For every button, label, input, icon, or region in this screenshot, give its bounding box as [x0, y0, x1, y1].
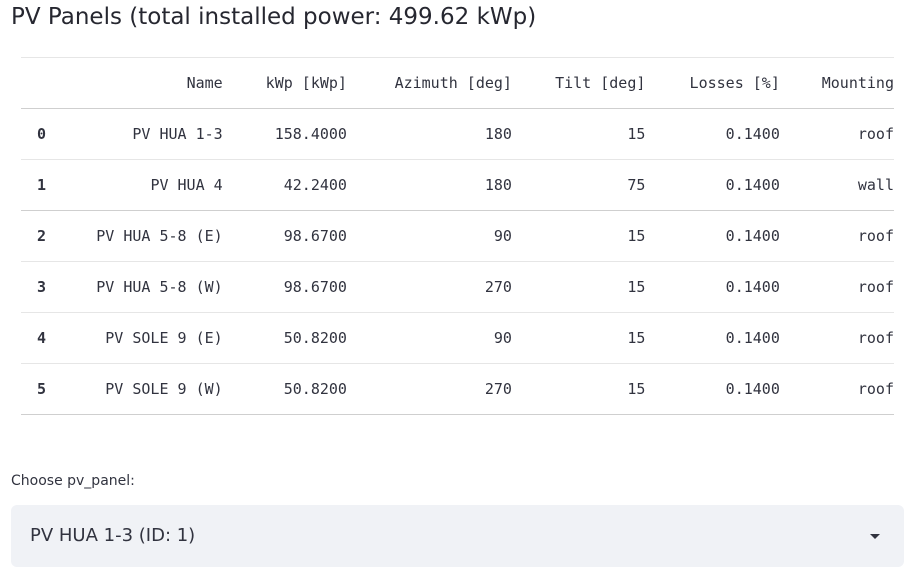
- cell-name: PV HUA 1-3: [66, 109, 223, 160]
- row-index: 5: [21, 364, 66, 415]
- page-title: PV Panels (total installed power: 499.62…: [11, 4, 536, 30]
- cell-losses: 0.1400: [645, 109, 779, 160]
- cell-mounting: wall: [780, 160, 894, 211]
- table-row: 0 PV HUA 1-3 158.4000 180 15 0.1400 roof: [21, 109, 894, 160]
- cell-azimuth: 180: [347, 109, 512, 160]
- table-header-row: Name kWp [kWp] Azimuth [deg] Tilt [deg] …: [21, 58, 894, 109]
- cell-losses: 0.1400: [645, 211, 779, 262]
- column-header-mounting[interactable]: Mounting: [780, 58, 894, 109]
- cell-tilt: 15: [512, 109, 645, 160]
- cell-mounting: roof: [780, 109, 894, 160]
- cell-kwp: 50.8200: [223, 313, 347, 364]
- cell-tilt: 15: [512, 211, 645, 262]
- cell-tilt: 15: [512, 262, 645, 313]
- table-row: 1 PV HUA 4 42.2400 180 75 0.1400 wall: [21, 160, 894, 211]
- table-row: 4 PV SOLE 9 (E) 50.8200 90 15 0.1400 roo…: [21, 313, 894, 364]
- pv-panel-select-value: PV HUA 1-3 (ID: 1): [30, 525, 195, 546]
- cell-kwp: 98.6700: [223, 211, 347, 262]
- table-row: 5 PV SOLE 9 (W) 50.8200 270 15 0.1400 ro…: [21, 364, 894, 415]
- table-row: 2 PV HUA 5-8 (E) 98.6700 90 15 0.1400 ro…: [21, 211, 894, 262]
- pv-panel-select-label: Choose pv_panel:: [11, 473, 135, 489]
- cell-losses: 0.1400: [645, 262, 779, 313]
- cell-azimuth: 180: [347, 160, 512, 211]
- cell-name: PV HUA 5-8 (E): [66, 211, 223, 262]
- table-row: 3 PV HUA 5-8 (W) 98.6700 270 15 0.1400 r…: [21, 262, 894, 313]
- cell-tilt: 15: [512, 313, 645, 364]
- cell-kwp: 98.6700: [223, 262, 347, 313]
- cell-name: PV HUA 4: [66, 160, 223, 211]
- cell-name: PV HUA 5-8 (W): [66, 262, 223, 313]
- cell-azimuth: 270: [347, 262, 512, 313]
- column-header-name[interactable]: Name: [66, 58, 223, 109]
- data-table: Name kWp [kWp] Azimuth [deg] Tilt [deg] …: [21, 57, 894, 415]
- cell-losses: 0.1400: [645, 160, 779, 211]
- column-header-tilt[interactable]: Tilt [deg]: [512, 58, 645, 109]
- cell-name: PV SOLE 9 (E): [66, 313, 223, 364]
- row-index: 0: [21, 109, 66, 160]
- cell-losses: 0.1400: [645, 313, 779, 364]
- cell-azimuth: 90: [347, 313, 512, 364]
- cell-name: PV SOLE 9 (W): [66, 364, 223, 415]
- cell-azimuth: 270: [347, 364, 512, 415]
- column-header-index[interactable]: [21, 58, 66, 109]
- cell-mounting: roof: [780, 313, 894, 364]
- cell-kwp: 158.4000: [223, 109, 347, 160]
- cell-tilt: 15: [512, 364, 645, 415]
- cell-losses: 0.1400: [645, 364, 779, 415]
- pv-panels-table: Name kWp [kWp] Azimuth [deg] Tilt [deg] …: [21, 57, 894, 415]
- pv-panel-select[interactable]: PV HUA 1-3 (ID: 1): [11, 505, 904, 567]
- row-index: 1: [21, 160, 66, 211]
- cell-mounting: roof: [780, 262, 894, 313]
- cell-kwp: 42.2400: [223, 160, 347, 211]
- column-header-losses[interactable]: Losses [%]: [645, 58, 779, 109]
- cell-mounting: roof: [780, 364, 894, 415]
- column-header-azimuth[interactable]: Azimuth [deg]: [347, 58, 512, 109]
- cell-azimuth: 90: [347, 211, 512, 262]
- cell-mounting: roof: [780, 211, 894, 262]
- column-header-kwp[interactable]: kWp [kWp]: [223, 58, 347, 109]
- row-index: 4: [21, 313, 66, 364]
- chevron-down-icon[interactable]: [870, 534, 880, 539]
- row-index: 2: [21, 211, 66, 262]
- row-index: 3: [21, 262, 66, 313]
- cell-tilt: 75: [512, 160, 645, 211]
- cell-kwp: 50.8200: [223, 364, 347, 415]
